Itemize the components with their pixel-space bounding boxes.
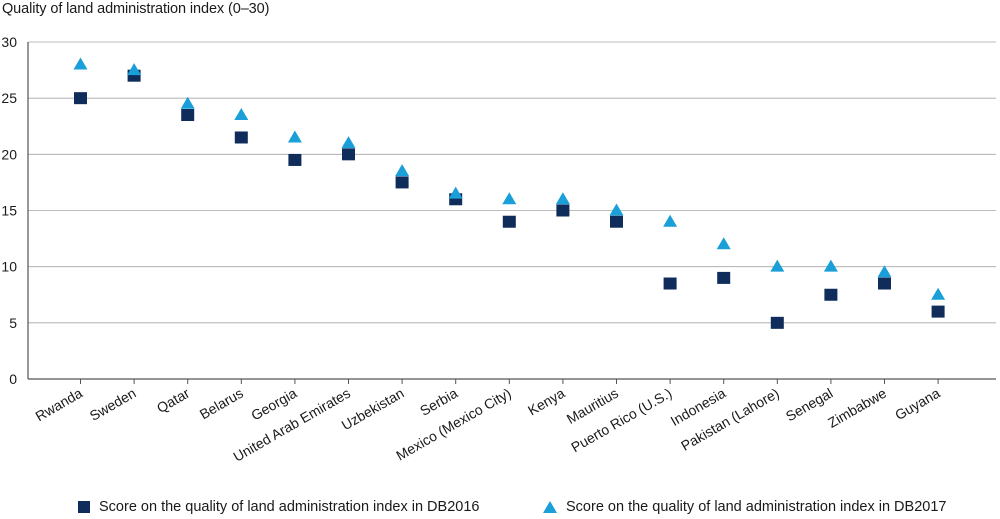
x-tick-label: Zimbabwe	[825, 385, 889, 431]
chart-title: Quality of land administration index (0–…	[2, 1, 270, 17]
db2016-point	[74, 92, 87, 105]
legend-item-db2016: Score on the quality of land administrat…	[78, 499, 479, 515]
triangle-marker-icon	[543, 501, 557, 513]
db2017-point	[716, 237, 731, 250]
db2016-point	[878, 277, 891, 290]
db2016-point	[181, 109, 195, 122]
x-tick-label: Kenya	[525, 385, 568, 419]
db2017-point	[555, 192, 570, 205]
db2017-point	[877, 265, 892, 278]
y-tick-label: 0	[9, 371, 17, 387]
x-tick-label: Pakistan (Lahore)	[678, 385, 782, 454]
db2017-point	[663, 214, 678, 227]
db2017-point	[931, 287, 946, 300]
x-tick-label: Guyana	[892, 385, 943, 423]
legend-item-db2017: Score on the quality of land administrat…	[543, 499, 946, 515]
db2016-point	[824, 288, 838, 301]
db2017-point	[395, 164, 410, 177]
db2016-point	[556, 204, 570, 217]
y-tick-label: 5	[9, 315, 17, 331]
db2017-point	[823, 259, 838, 272]
y-tick-label: 25	[1, 90, 17, 106]
db2017-point	[127, 63, 142, 76]
db2016-point	[931, 305, 945, 318]
db2016-point	[234, 131, 248, 144]
db2016-point	[610, 215, 623, 228]
db2016-point	[342, 148, 355, 161]
legend-label-db2017: Score on the quality of land administrat…	[566, 499, 947, 515]
x-tick-label: Rwanda	[33, 385, 86, 425]
db2017-point	[609, 203, 624, 216]
db2016-point	[288, 153, 302, 166]
legend-label-db2016: Score on the quality of land administrat…	[99, 499, 480, 515]
x-tick-label: Qatar	[154, 385, 193, 417]
db2017-point	[341, 136, 356, 149]
db2017-point	[287, 130, 302, 143]
x-tick-label: Sweden	[87, 385, 139, 424]
y-tick-label: 20	[1, 146, 17, 162]
db2017-point	[73, 57, 88, 70]
y-tick-label: 30	[1, 34, 17, 50]
legend: Score on the quality of land administrat…	[0, 499, 1000, 519]
db2016-point	[770, 316, 784, 329]
x-tick-label: Belarus	[197, 385, 246, 423]
x-tick-label: Puerto Rico (U.S.)	[568, 385, 674, 456]
y-tick-label: 15	[1, 203, 17, 219]
db2016-point	[502, 215, 516, 228]
square-marker-icon	[78, 501, 90, 513]
y-tick-label: 10	[1, 259, 17, 275]
db2016-point	[663, 277, 677, 290]
db2017-point	[448, 186, 463, 199]
db2016-point	[717, 271, 731, 284]
db2016-point	[395, 176, 409, 189]
db2017-point	[502, 192, 517, 205]
db2017-point	[234, 108, 249, 121]
db2017-point	[770, 259, 785, 272]
db2017-point	[180, 96, 195, 109]
